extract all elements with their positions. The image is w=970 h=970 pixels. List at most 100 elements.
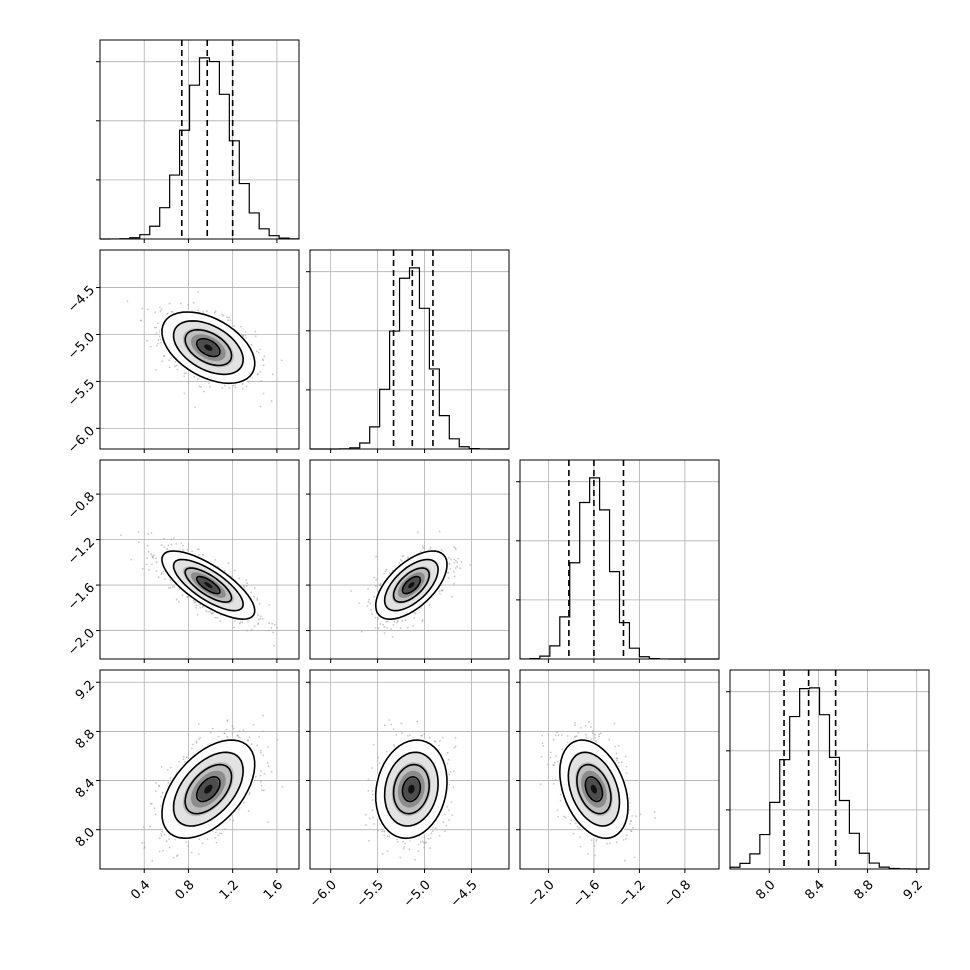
panel-3-1: −6.0 −5.5 −5.0 −4.5 — [306, 669, 510, 911]
histogram-1 — [310, 267, 509, 450]
sample-point — [412, 625, 414, 627]
sample-point — [593, 845, 596, 847]
sample-point — [378, 584, 381, 587]
sample-point — [157, 322, 159, 325]
sample-point — [448, 577, 450, 580]
panel-contents — [141, 714, 284, 862]
contour-level-0 — [161, 550, 256, 621]
sample-point — [276, 738, 279, 741]
sample-point — [226, 316, 229, 319]
sample-point — [242, 801, 245, 804]
sample-point — [248, 793, 251, 796]
sample-point — [252, 723, 255, 726]
sample-point — [392, 728, 395, 730]
sample-point — [268, 604, 271, 606]
sample-point — [198, 385, 201, 388]
sample-point — [201, 605, 204, 608]
sample-point — [389, 572, 391, 574]
sample-point — [167, 782, 170, 784]
sample-point — [214, 559, 217, 561]
sample-point — [423, 733, 426, 735]
sample-point — [155, 326, 158, 329]
contour-level-2 — [392, 567, 430, 603]
x-tick-label: −4.5 — [448, 878, 481, 911]
sample-point — [220, 832, 223, 835]
sample-point — [555, 755, 557, 758]
sample-point — [241, 383, 244, 385]
sample-point — [375, 555, 377, 558]
sample-point — [168, 587, 170, 589]
sample-point — [616, 757, 619, 760]
sample-point — [176, 855, 178, 857]
sample-point — [403, 846, 405, 848]
sample-point — [271, 622, 274, 625]
sample-point — [383, 626, 386, 629]
sample-point — [270, 627, 273, 629]
sample-point — [215, 831, 217, 834]
sample-point — [399, 559, 402, 561]
sample-point — [197, 853, 200, 855]
sample-point — [260, 780, 262, 783]
sample-point — [456, 565, 459, 568]
sample-point — [223, 384, 226, 387]
sample-point — [175, 543, 178, 545]
sample-point — [266, 762, 269, 764]
sample-point — [218, 832, 221, 835]
sample-point — [137, 541, 140, 544]
sample-point — [160, 832, 163, 835]
sample-point — [382, 623, 384, 626]
x-tick-label: −6.0 — [307, 878, 340, 911]
sample-point — [454, 567, 457, 569]
sample-point — [187, 304, 190, 306]
sample-point — [273, 644, 275, 647]
sample-point — [223, 732, 226, 735]
sample-point — [390, 628, 393, 630]
sample-point — [263, 355, 266, 358]
sample-point — [383, 834, 386, 837]
sample-point — [453, 770, 455, 773]
sample-point — [259, 348, 261, 351]
sample-point — [151, 563, 153, 566]
sample-point — [154, 369, 157, 371]
sample-point — [229, 818, 231, 821]
sample-point — [585, 736, 588, 739]
panel-contents — [350, 530, 472, 638]
sample-point — [452, 571, 455, 573]
sample-point — [206, 310, 208, 313]
sample-point — [386, 627, 388, 629]
sample-point — [413, 612, 416, 614]
sample-point — [215, 841, 218, 844]
y-tick-label: −5.0 — [65, 330, 98, 363]
sample-point — [434, 741, 437, 743]
panel-contents — [539, 721, 656, 862]
sample-point — [168, 838, 171, 840]
sample-point — [198, 548, 200, 551]
sample-point — [192, 301, 195, 304]
sample-point — [579, 845, 582, 848]
sample-point — [246, 582, 249, 585]
sample-point — [260, 751, 262, 754]
sample-point — [160, 834, 163, 837]
sample-point — [233, 325, 236, 327]
sample-point — [146, 339, 148, 342]
sample-point — [374, 627, 377, 629]
sample-point — [428, 603, 431, 606]
sample-point — [263, 789, 265, 792]
sample-point — [169, 579, 172, 581]
sample-point — [453, 582, 455, 585]
sample-point — [164, 578, 167, 580]
sample-point — [367, 588, 369, 590]
sample-point — [448, 773, 450, 776]
contour-level-1 — [383, 751, 439, 827]
sample-point — [256, 599, 259, 601]
sample-point — [194, 601, 197, 604]
sample-point — [199, 736, 202, 739]
contour-level-3 — [195, 575, 221, 595]
sample-point — [379, 623, 382, 625]
y-tick-label: 9.2 — [73, 678, 98, 703]
sample-point — [146, 308, 149, 311]
contour-level-1 — [172, 751, 244, 827]
sample-point — [368, 839, 370, 842]
sample-point — [379, 583, 382, 585]
sample-point — [413, 617, 416, 619]
